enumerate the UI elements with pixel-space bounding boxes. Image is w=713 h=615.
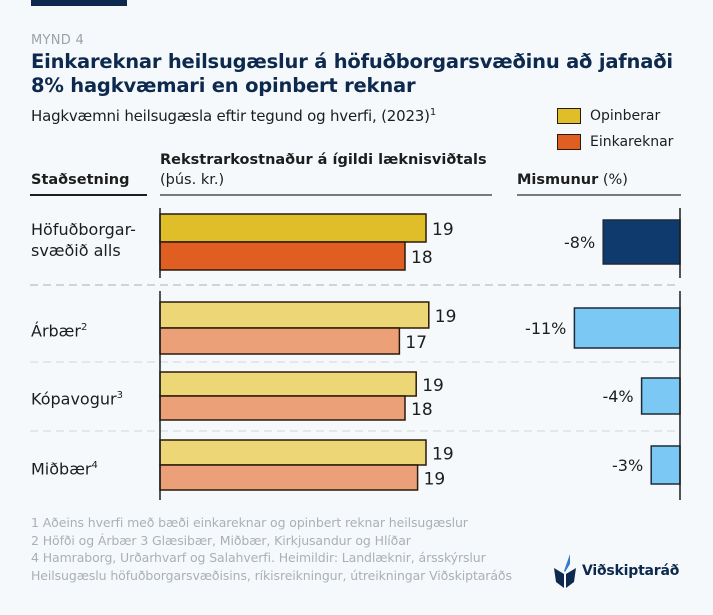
header-diff-label: Mismunur — [517, 172, 599, 188]
row-label-kopavogur: Kópavogur3 — [31, 385, 123, 409]
cost-bars — [159, 213, 430, 491]
header-location-underline — [30, 194, 147, 196]
legend-item-einkareknar: Einkareknar — [557, 129, 673, 155]
bar-einkareknar — [159, 327, 401, 355]
header-location: Staðsetning — [31, 172, 130, 188]
diff-value-label: -3% — [612, 456, 643, 475]
figure-subtitle: Hagkvæmni heilsugæsla eftir tegund og hv… — [31, 107, 436, 125]
diff-bars — [573, 219, 681, 485]
bar-einkareknar — [159, 241, 406, 271]
diff-value-label: -11% — [525, 319, 566, 338]
legend: Opinberar Einkareknar — [557, 103, 673, 155]
header-cost-unit: (þús. kr.) — [160, 172, 225, 188]
figure-kicker: MYND 4 — [31, 33, 85, 48]
row-label-midbaer: Miðbær4 — [31, 455, 98, 479]
header-diff: Mismunur (%) — [517, 172, 628, 188]
row-label-footnote: 4 — [91, 460, 98, 471]
bar-value-label: 19 — [432, 220, 454, 240]
row-separators — [30, 284, 676, 432]
bar-opinberar — [159, 371, 417, 397]
header-location-label: Staðsetning — [31, 172, 130, 188]
header-diff-unit: (%) — [602, 172, 628, 188]
vidskiptarad-logo: Viðskiptaráð — [554, 554, 679, 588]
footnote-line: 4 Hamraborg, Urðarhvarf og Salahverfi. H… — [31, 550, 486, 565]
row-label-line2: svæðið alls — [31, 241, 121, 260]
bar-einkareknar — [159, 395, 406, 421]
header-diff-underline — [517, 194, 681, 196]
legend-label: Einkareknar — [590, 134, 674, 150]
row-label-text: Miðbær — [31, 459, 92, 479]
diff-bar — [650, 445, 681, 485]
cost-value-labels: 19 18 19 17 19 18 19 19 — [405, 220, 456, 490]
header-cost: Rekstrarkostnaður á ígildi læknisviðtals — [160, 152, 487, 168]
legend-swatch-einkareknar — [557, 134, 581, 150]
figure-title: Einkareknar heilsugæslur á höfuðborgarsv… — [31, 50, 673, 97]
bar-value-label: 19 — [432, 445, 454, 465]
bar-value-label: 19 — [435, 307, 457, 327]
diff-value-labels: -8% -11% -4% -3% — [525, 233, 643, 475]
row-label-footnote: 3 — [116, 390, 123, 401]
bar-value-label: 19 — [422, 376, 444, 396]
subtitle-footnote-ref: 1 — [429, 107, 436, 118]
diff-bar — [640, 377, 681, 415]
diff-value-label: -8% — [564, 233, 595, 252]
legend-swatch-opinberar — [557, 108, 581, 124]
bar-opinberar — [159, 301, 430, 329]
header-cost-label: Rekstrarkostnaður á ígildi læknisviðtals — [160, 152, 487, 168]
bar-value-label: 18 — [411, 400, 433, 420]
row-label-text: Árbær — [31, 321, 81, 341]
row-label-line1: Höfuðborgar- — [31, 220, 136, 239]
row-label-arbaer: Árbær2 — [31, 317, 87, 341]
top-accent-bar — [31, 0, 127, 6]
bar-value-label: 18 — [411, 248, 433, 268]
legend-item-opinberar: Opinberar — [557, 103, 673, 129]
subtitle-text: Hagkvæmni heilsugæsla eftir tegund og hv… — [31, 107, 430, 125]
row-label-footnote: 2 — [80, 322, 88, 333]
bar-value-label: 17 — [405, 333, 427, 353]
bar-value-label: 19 — [424, 470, 446, 490]
bar-einkareknar — [159, 464, 419, 491]
footnote-line: 2 Höfði og Árbær 3 Glæsibær, Miðbær, Kir… — [31, 532, 411, 548]
footnote-line: Heilsugæslu höfuðborgarsvæðisins, ríkisr… — [31, 567, 512, 583]
footnotes: 1 Aðeins hverfi með bæði einkareknar og … — [31, 514, 512, 584]
footnote-line: 1 Aðeins hverfi með bæði einkareknar og … — [31, 515, 468, 530]
diff-value-label: -4% — [602, 387, 633, 406]
bar-opinberar — [159, 439, 427, 466]
bar-opinberar — [159, 213, 427, 243]
row-label-text: Kópavogur — [31, 389, 117, 409]
row-label-hofudborgarsvaedid: Höfuðborgar- svæðið alls — [31, 219, 136, 261]
chart-axes — [159, 208, 681, 500]
diff-bar — [602, 219, 681, 265]
diff-bar — [573, 307, 681, 349]
logo-text: Viðskiptaráð — [582, 563, 680, 579]
vidskiptarad-logo-icon — [554, 554, 576, 588]
legend-label: Opinberar — [590, 108, 661, 124]
header-cost-underline — [160, 194, 492, 196]
